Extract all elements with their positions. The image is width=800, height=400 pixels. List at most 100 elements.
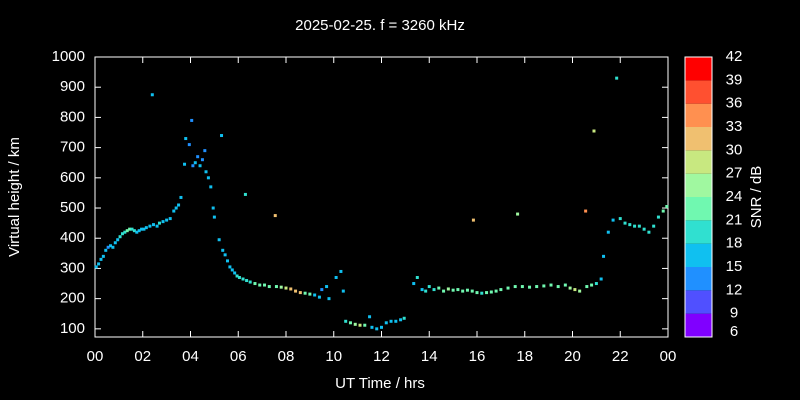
data-point [123,230,127,234]
data-point [294,289,298,293]
data-point [248,280,252,284]
colorbar-tick-label: 42 [726,48,743,65]
data-point [420,288,424,292]
colorbar-swatch [685,103,712,127]
x-tick-label: 10 [325,348,342,365]
data-point [298,291,302,295]
data-point [263,283,267,287]
y-tick-label: 600 [60,169,85,186]
data-point [471,218,475,222]
data-point [303,291,307,295]
data-point [228,265,232,269]
data-point [380,325,383,329]
data-point [258,283,262,287]
colorbar-swatch [685,173,712,197]
data-point [235,274,239,278]
data-point [513,285,517,289]
data-point [168,217,172,221]
data-point [137,229,141,233]
colorbar-tick-label: 39 [726,71,743,88]
data-point [606,230,610,234]
data-point [384,321,388,325]
data-point [647,230,651,234]
data-point [665,205,669,209]
colorbar-swatch [685,80,712,104]
x-tick-label: 16 [469,348,486,365]
y-tick-label: 300 [60,259,85,276]
data-point [602,254,606,258]
data-point [140,227,144,231]
y-tick-label: 200 [60,290,85,307]
data-point [451,288,455,292]
data-point [106,245,110,249]
data-point [494,289,498,293]
data-point [220,134,224,138]
data-point [116,238,120,242]
colorbar-swatch [685,290,712,314]
colorbar-tick-label: 12 [726,281,743,298]
colorbar-tick-label: 15 [726,258,743,275]
data-point [230,268,234,272]
colorbar-swatch [685,127,712,151]
data-point [273,214,277,218]
colorbar-swatch [685,313,712,337]
data-point [245,279,249,283]
data-point [465,288,469,292]
data-point [217,238,221,242]
data-point [325,285,329,289]
data-point [368,315,372,319]
data-point [470,289,474,293]
x-axis-label: UT Time / hrs [335,375,425,392]
data-point [253,282,257,286]
data-point [150,93,154,97]
data-point [200,158,204,162]
colorbar-tick-label: 30 [726,141,743,158]
data-point [578,289,582,293]
data-point [184,137,188,141]
data-point [279,285,283,289]
data-point [475,291,479,295]
data-point [339,269,343,273]
data-point [442,289,446,293]
y-tick-label: 700 [60,139,85,156]
data-point [461,289,465,293]
data-point [135,230,139,234]
colorbar-tick-label: 18 [726,235,743,252]
data-point [289,287,293,291]
data-point [118,235,122,239]
colorbar-swatch [685,150,712,174]
data-point [370,325,374,329]
data-point [243,192,247,196]
data-point [313,293,317,297]
data-point [424,289,428,293]
data-point [542,284,546,288]
data-point [456,288,460,292]
data-point [485,291,489,295]
data-point [615,76,619,80]
y-tick-label: 500 [60,199,85,216]
data-point [437,286,441,290]
data-point [535,285,539,289]
data-point [516,212,520,216]
data-point [128,227,132,231]
y-tick-label: 100 [60,320,85,337]
data-point [157,221,161,225]
data-point [584,209,588,213]
colorbar-tick-label: 27 [726,165,743,182]
colorbar-swatch [685,197,712,221]
colorbar-tick-label: 6 [730,323,738,340]
colorbar-frame [684,56,713,338]
x-tick-label: 04 [182,348,199,365]
chart-title: 2025-02-25. f = 3260 kHz [295,17,465,34]
data-point [563,283,567,287]
data-point [594,282,598,286]
colorbar-label: SNR / dB [748,166,765,229]
data-point [204,170,208,174]
data-point [446,287,450,291]
data-point [549,283,553,287]
data-point [592,129,596,133]
data-point [611,218,615,222]
colorbar-swatch [685,57,712,81]
data-point [375,327,379,331]
data-point [520,285,524,289]
